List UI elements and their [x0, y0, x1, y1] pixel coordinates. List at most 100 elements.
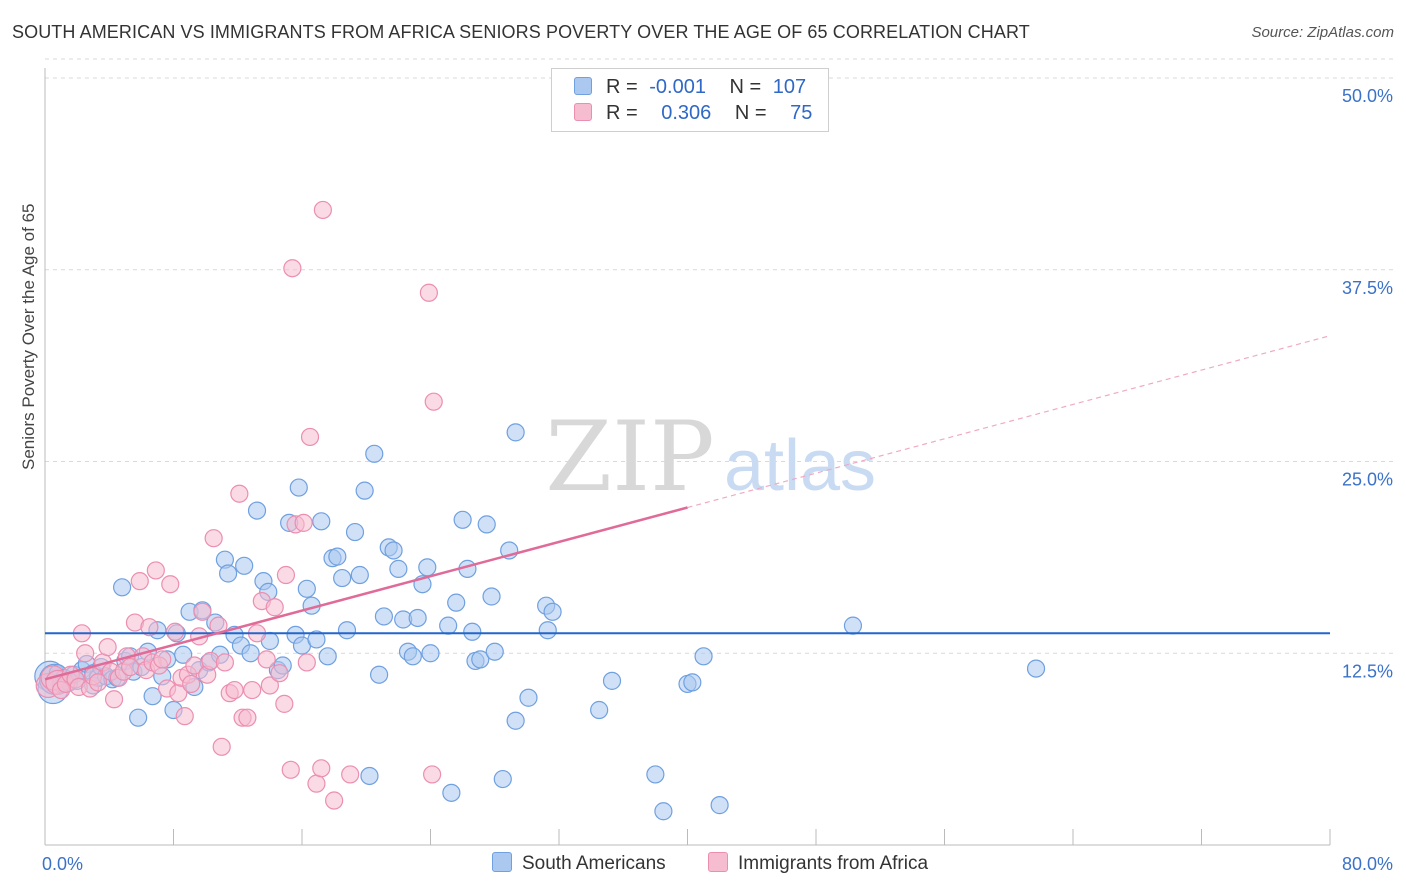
n-label: N =	[729, 76, 762, 98]
point-immigrant-africa	[419, 283, 438, 302]
point-south-american	[493, 769, 512, 789]
r-value: -0.001	[649, 76, 706, 98]
point-south-american	[345, 522, 365, 542]
point-south-american	[297, 579, 316, 598]
point-immigrant-africa	[276, 565, 296, 585]
point-south-american	[307, 630, 326, 649]
trend-line-immigrants-africa	[44, 506, 688, 681]
axes: 12.5% 25.0% 37.5% 50.0% 0.0% 80.0%	[42, 68, 1393, 874]
point-immigrant-africa	[76, 644, 95, 663]
r-label: R =	[606, 102, 638, 124]
point-south-american	[463, 622, 482, 641]
y-axis-label: Seniors Poverty Over the Age of 65	[19, 203, 38, 470]
point-south-american	[482, 587, 501, 606]
watermark-atlas: atlas	[724, 426, 876, 506]
point-south-american	[129, 708, 148, 727]
point-south-american	[453, 510, 472, 529]
trend-lines	[44, 335, 1331, 681]
point-south-american	[485, 642, 504, 661]
point-immigrant-africa	[325, 791, 344, 810]
point-south-american	[247, 501, 267, 520]
legend-item-south-americans[interactable]: South Americans	[492, 852, 666, 875]
point-immigrant-africa	[297, 653, 316, 672]
point-immigrant-africa	[130, 572, 149, 591]
point-south-american	[355, 481, 374, 500]
point-immigrant-africa	[104, 690, 124, 709]
point-south-american	[442, 783, 461, 802]
point-immigrant-africa	[146, 561, 165, 580]
point-immigrant-africa	[153, 650, 172, 669]
stats-row-immigrants-africa: R = 0.306 N = 75	[574, 102, 812, 126]
point-south-american	[112, 578, 132, 597]
point-south-american	[646, 765, 665, 784]
point-south-american	[403, 647, 422, 666]
y-tick-label: 25.0%	[1342, 470, 1393, 490]
point-south-american	[1026, 659, 1046, 678]
point-immigrant-africa	[166, 622, 185, 641]
y-tick-label: 50.0%	[1342, 86, 1393, 106]
point-south-american	[590, 700, 609, 720]
y-tick-label: 37.5%	[1342, 278, 1393, 298]
point-south-american	[519, 688, 538, 707]
point-south-american	[418, 558, 437, 577]
point-immigrant-africa	[215, 653, 234, 672]
point-immigrant-africa	[257, 650, 276, 669]
point-south-american	[471, 650, 490, 669]
point-south-american	[506, 423, 525, 442]
point-immigrant-africa	[193, 602, 212, 621]
n-value: 75	[790, 102, 813, 124]
point-immigrant-africa	[243, 680, 262, 700]
point-south-american	[312, 512, 331, 531]
r-label: R =	[606, 76, 638, 98]
point-south-american	[538, 621, 557, 640]
point-immigrant-africa	[265, 598, 284, 617]
point-immigrant-africa	[424, 392, 443, 411]
point-immigrant-africa	[161, 575, 180, 594]
stats-legend: R = -0.001 N = 107 R = 0.306 N = 75	[551, 68, 829, 132]
point-immigrant-africa	[312, 759, 331, 778]
r-value: 0.306	[661, 102, 712, 124]
point-south-american	[360, 766, 379, 786]
point-south-american	[408, 608, 427, 628]
x-tick-label: 80.0%	[1342, 854, 1393, 874]
point-south-american	[337, 621, 357, 640]
point-south-american	[710, 796, 729, 815]
point-south-american	[447, 593, 466, 612]
n-value: 107	[772, 76, 807, 98]
point-south-american	[318, 647, 337, 666]
point-south-american	[654, 802, 673, 821]
point-south-american	[370, 665, 389, 684]
stats-row-south-americans: R = -0.001 N = 107	[574, 76, 806, 100]
legend-swatch-blue	[492, 852, 512, 872]
point-immigrant-africa	[423, 765, 442, 784]
point-south-american	[235, 556, 254, 575]
point-immigrant-africa	[313, 200, 332, 220]
point-south-american	[543, 602, 562, 621]
point-south-american	[843, 616, 863, 635]
point-south-american	[241, 644, 260, 663]
point-immigrant-africa	[225, 680, 244, 700]
legend-label: South Americans	[522, 853, 666, 874]
point-south-american	[694, 647, 713, 666]
point-south-american	[219, 564, 238, 583]
x-tick-label: 0.0%	[42, 854, 83, 874]
point-immigrant-africa	[88, 673, 108, 692]
legend-item-immigrants-africa[interactable]: Immigrants from Africa	[708, 852, 928, 875]
point-immigrant-africa	[230, 484, 249, 503]
point-south-american	[289, 478, 308, 497]
legend-label: Immigrants from Africa	[738, 853, 929, 874]
point-south-american	[384, 541, 403, 560]
point-south-american	[477, 515, 496, 534]
point-south-american	[421, 644, 440, 663]
point-south-american	[350, 565, 369, 585]
legend-swatch-pink	[574, 103, 592, 121]
point-south-american	[143, 687, 162, 706]
point-immigrant-africa	[341, 765, 360, 784]
point-south-american	[506, 711, 525, 730]
point-immigrant-africa	[140, 618, 159, 637]
point-south-american	[333, 568, 352, 588]
trend-line-immigrants-africa-extension	[687, 335, 1331, 509]
point-south-american	[328, 547, 347, 566]
point-south-american	[374, 607, 394, 626]
